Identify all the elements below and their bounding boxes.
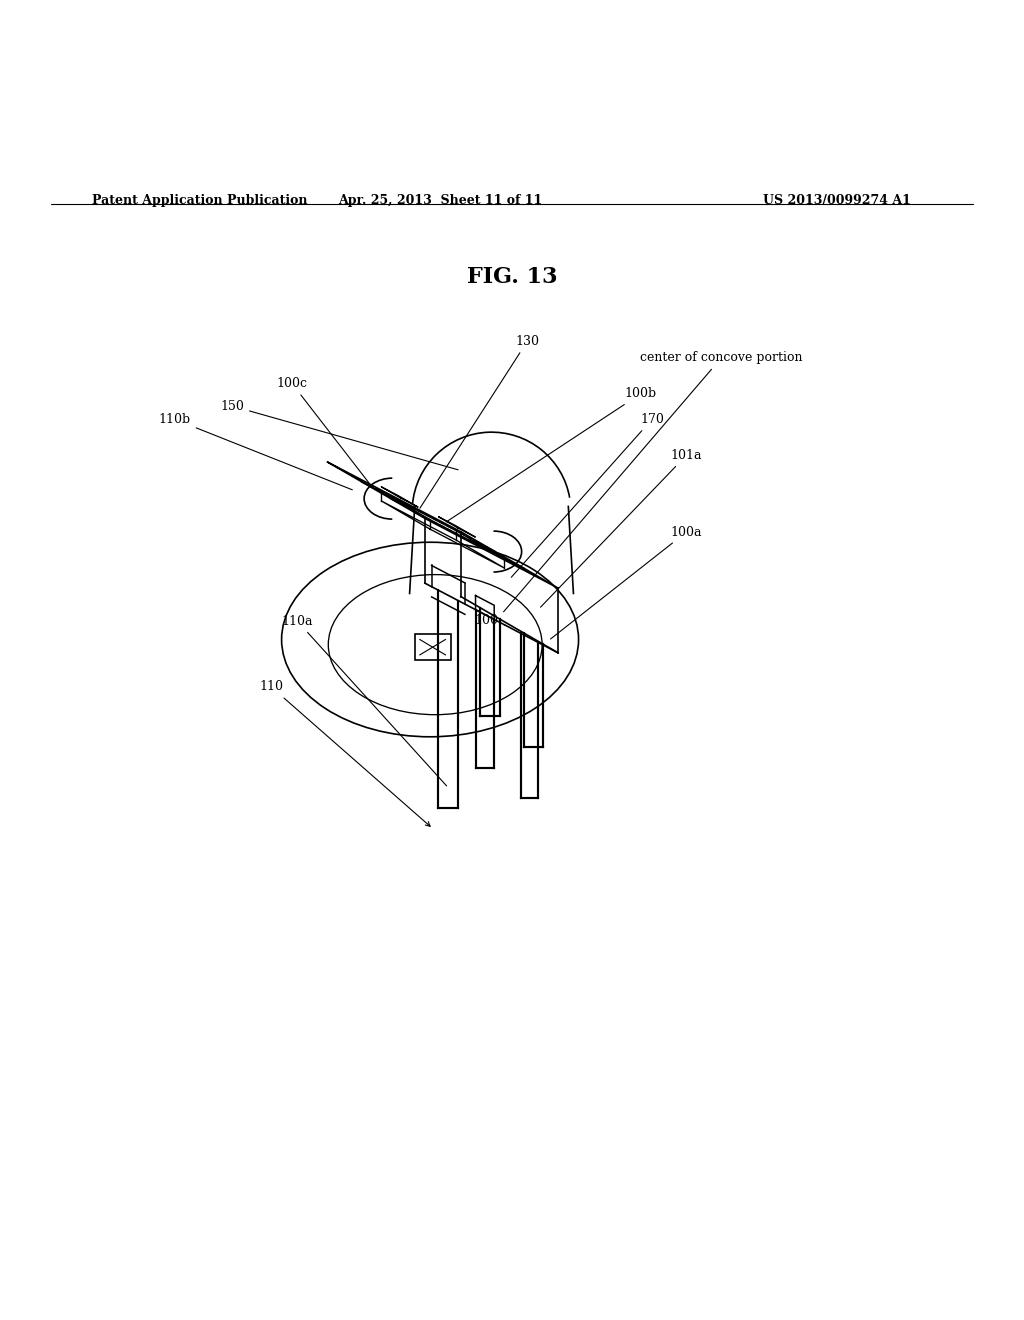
Text: 110: 110 <box>259 681 430 826</box>
Text: Apr. 25, 2013  Sheet 11 of 11: Apr. 25, 2013 Sheet 11 of 11 <box>338 194 543 207</box>
Text: US 2013/0099274 A1: US 2013/0099274 A1 <box>764 194 911 207</box>
Text: center of concove portion: center of concove portion <box>504 351 803 611</box>
Text: 170: 170 <box>511 413 664 577</box>
Bar <box>415 635 451 660</box>
Text: 100: 100 <box>474 614 505 627</box>
Text: 110a: 110a <box>282 615 446 785</box>
Text: 110b: 110b <box>159 413 352 490</box>
Text: 100c: 100c <box>276 378 369 483</box>
Text: FIG. 13: FIG. 13 <box>467 265 557 288</box>
Text: 101a: 101a <box>541 449 702 607</box>
Text: 100b: 100b <box>446 387 656 521</box>
Text: 130: 130 <box>420 335 540 508</box>
Text: 150: 150 <box>220 400 458 470</box>
Text: Patent Application Publication: Patent Application Publication <box>92 194 307 207</box>
Text: 100a: 100a <box>551 525 702 639</box>
